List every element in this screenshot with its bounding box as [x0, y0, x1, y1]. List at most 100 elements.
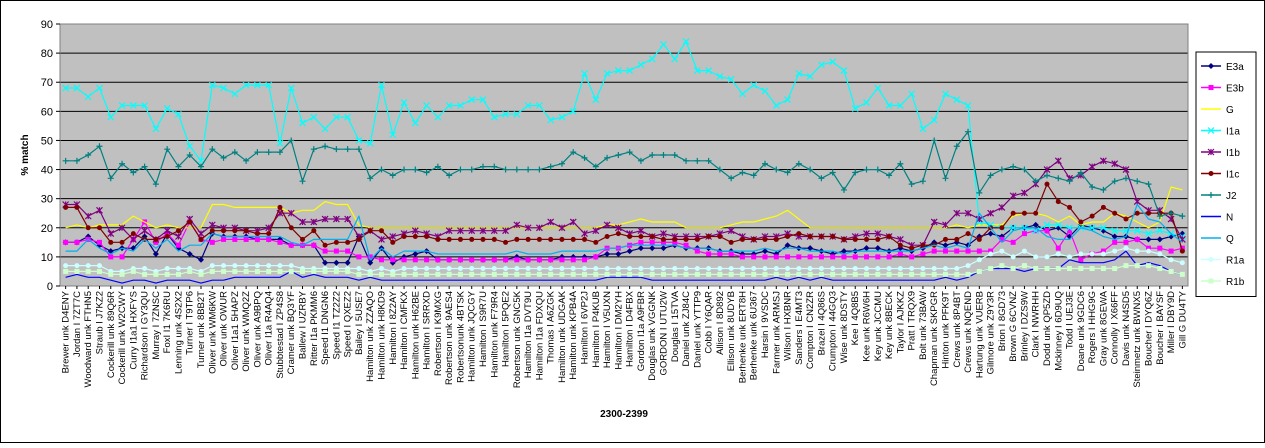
data-point-i1a: [1066, 224, 1073, 232]
data-point-j2: [626, 149, 633, 156]
data-point-j2: [434, 163, 441, 170]
data-point-i1b: [637, 227, 645, 235]
data-point-r1b: [378, 271, 384, 277]
data-point-r1b: [175, 271, 181, 277]
x-tick-label: Brion I 8GD73: [997, 291, 1008, 351]
data-point-r1b: [85, 268, 91, 274]
series-i1c: [63, 181, 1185, 254]
x-tick-label: Rogers I HHG9G: [1087, 291, 1098, 363]
data-point-i1a: [592, 96, 600, 104]
data-point-e3b: [243, 236, 249, 242]
data-point-j2: [513, 166, 520, 173]
series-n: [65, 250, 1183, 284]
data-point-i1c: [920, 242, 926, 248]
data-point-r1b: [999, 263, 1005, 269]
data-point-i1a: [705, 67, 713, 75]
x-tick-label: Daniel unk YTTP9: [692, 291, 703, 368]
data-point-i1c: [300, 236, 306, 242]
data-point-i1c: [401, 234, 407, 240]
data-point-r1b: [153, 271, 159, 277]
data-point-i1c: [175, 228, 181, 234]
data-point-r1b: [322, 268, 328, 274]
data-point-j2: [276, 149, 283, 156]
data-point-e3b: [424, 257, 430, 263]
data-point-j2: [795, 160, 802, 167]
data-point-i1b: [614, 224, 622, 232]
data-point-j2: [1021, 166, 1028, 173]
data-point-r1b: [130, 268, 136, 274]
data-point-i1a: [896, 102, 904, 109]
data-point-j2: [649, 152, 656, 158]
data-point-e3b: [773, 254, 779, 260]
legend-item-i1b: I1b: [1201, 148, 1240, 159]
legend-label-e3b: E3b: [1226, 84, 1244, 95]
data-point-e3a: [660, 245, 667, 252]
data-point-i1c: [570, 236, 576, 242]
data-point-j2: [73, 157, 80, 164]
data-point-j2: [637, 157, 644, 164]
x-tick-label: Berhenke unk 6U367: [749, 291, 760, 380]
data-point-r1a: [277, 263, 283, 269]
data-point-e3b: [706, 251, 712, 257]
data-point-i1a: [682, 38, 690, 45]
data-point-r1a: [74, 263, 80, 269]
data-point-r1b: [785, 271, 791, 277]
data-point-r1a: [1112, 248, 1118, 254]
data-point-r1b: [909, 271, 915, 277]
y-tick-label: 30: [41, 194, 53, 206]
legend-label-i1c: I1c: [1226, 170, 1239, 181]
data-point-r1b: [672, 271, 678, 277]
legend: E3a E3b G I1a I1b I1c J2 NQ R1a R1b: [1195, 51, 1257, 297]
data-point-r1b: [1044, 266, 1050, 272]
x-tick-label: Hamilton I 6VP2J: [580, 291, 591, 365]
data-point-r1a: [221, 263, 227, 269]
data-point-r1a: [785, 266, 791, 272]
data-point-i1b: [141, 227, 149, 235]
data-point-r1a: [570, 266, 576, 272]
x-tick-label: Straub I J7KZ2: [94, 291, 105, 354]
data-point-j2: [1044, 172, 1050, 179]
data-point-e3b: [514, 257, 520, 263]
data-point-r1a: [762, 266, 768, 272]
data-point-r1b: [345, 268, 351, 274]
data-point-j2: [874, 166, 881, 173]
data-point-i1a: [739, 90, 746, 98]
x-tick-label: Kee unk R6W6H: [862, 291, 873, 362]
y-tick-label: 90: [41, 19, 53, 31]
data-point-e3b: [717, 251, 723, 257]
data-point-r1b: [108, 271, 114, 277]
data-point-r1a: [660, 266, 666, 272]
data-point-j2: [852, 169, 859, 176]
data-point-i1c: [378, 228, 384, 234]
data-point-r1a: [627, 266, 633, 272]
data-point-e3b: [74, 239, 80, 245]
data-point-r1b: [300, 268, 306, 274]
data-point-j2: [231, 149, 238, 156]
data-point-j2: [660, 152, 667, 158]
x-tick-label: GORDON I UTU2W: [658, 291, 669, 375]
data-point-r1a: [615, 266, 621, 272]
data-point-j2: [1066, 178, 1073, 185]
data-point-r1b: [773, 271, 779, 277]
data-point-i1a: [186, 142, 194, 150]
data-point-e3b: [886, 254, 892, 260]
data-point-i1a: [1099, 224, 1107, 232]
data-point-r1b: [818, 271, 824, 277]
data-point-e3b: [1157, 245, 1163, 251]
data-point-r1b: [1123, 263, 1129, 269]
data-point-i1c: [683, 236, 689, 242]
data-point-r1a: [920, 266, 926, 272]
data-point-i1b: [1088, 163, 1096, 171]
data-point-i1c: [333, 239, 339, 245]
data-point-r1a: [638, 266, 644, 272]
data-point-i1a: [84, 93, 92, 101]
legend-item-e3a: E3a: [1201, 62, 1244, 73]
data-point-j2: [412, 166, 419, 173]
data-point-r1a: [942, 266, 948, 272]
data-point-i1a: [141, 102, 149, 109]
data-point-i1b: [524, 224, 532, 232]
series-line-r1a: [65, 247, 1183, 272]
data-point-i1c: [254, 231, 260, 237]
data-point-e3b: [1100, 248, 1106, 254]
data-point-r1a: [209, 263, 215, 269]
